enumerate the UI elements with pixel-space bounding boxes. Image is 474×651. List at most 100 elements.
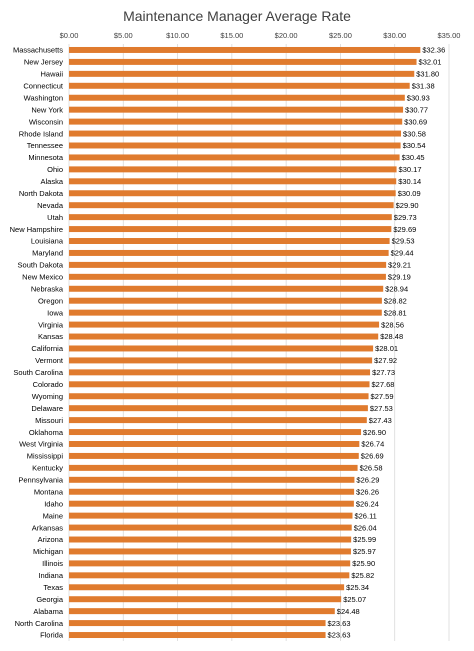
category-label: Delaware [31,404,63,413]
value-label: $26.29 [356,476,379,485]
category-label: New York [31,105,63,114]
value-label: $25.82 [351,571,374,580]
bar [69,584,345,591]
bar [69,452,359,459]
bar [69,524,352,531]
category-label: New Jersey [24,58,63,67]
bar [69,620,326,627]
chart-title: Maintenance Manager Average Rate [123,8,351,24]
bar [69,560,351,567]
bar [69,70,415,77]
bar [69,596,342,603]
bar [69,441,360,447]
value-label: $27.92 [374,356,397,365]
value-label: $30.69 [404,117,427,126]
x-tick-label: $30.00 [383,31,406,40]
value-label: $30.77 [405,105,428,114]
value-label: $28.82 [384,296,407,305]
value-label: $29.53 [392,237,415,246]
category-label: Nebraska [31,284,64,293]
bar [69,226,392,233]
x-tick-label: $35.00 [438,31,461,40]
value-label: $32.36 [422,46,445,55]
value-label: $30.09 [398,189,421,198]
category-label: Virginia [38,320,64,329]
category-label: Colorado [33,380,63,389]
value-label: $30.93 [407,93,430,102]
bar [69,214,392,221]
category-label: Connecticut [23,81,64,90]
bar [69,142,401,149]
value-label: $26.26 [356,487,379,496]
value-label: $23.63 [328,619,351,628]
category-label: Utah [47,213,63,222]
x-tick-label: $20.00 [275,31,298,40]
bar [69,309,382,316]
value-label: $26.24 [356,499,379,508]
value-label: $25.99 [353,535,376,544]
bar [69,249,389,256]
bar [69,154,400,161]
bar [69,488,355,495]
bar [69,106,404,113]
category-label: Michigan [33,547,63,556]
bar [69,357,373,364]
x-tick-label: $15.00 [220,31,243,40]
bar [69,608,335,615]
category-label: Arkansas [32,523,64,532]
category-label: Texas [43,583,63,592]
category-label: Ohio [47,165,63,174]
bar [69,297,382,304]
value-label: $28.01 [375,344,398,353]
category-label: California [31,344,64,353]
bar [69,632,326,639]
category-labels: Massachusetts New Jersey Hawaii Connecticut… [10,46,64,640]
value-label: $25.34 [346,583,369,592]
bar [69,572,350,579]
value-label: $26.90 [363,428,386,437]
category-label: Louisiana [31,237,64,246]
value-label: $28.81 [384,308,407,317]
category-label: Iowa [47,308,64,317]
category-label: Idaho [44,499,63,508]
category-label: Oregon [38,296,63,305]
bar [69,46,421,53]
bar [69,58,417,65]
value-label: $27.53 [370,404,393,413]
value-label: $26.74 [361,440,384,449]
value-label: $30.54 [403,141,426,150]
category-label: Missouri [35,416,63,425]
x-tick-label: $10.00 [166,31,189,40]
category-label: Illinois [42,559,63,568]
bar [69,429,362,436]
bar [69,178,397,185]
value-label: $26.11 [354,511,376,520]
value-label: $31.38 [412,81,435,90]
value-label: $29.19 [388,273,411,282]
bar [69,118,403,125]
bar [69,476,355,483]
category-label: Kansas [38,332,63,341]
category-label: Maine [43,511,63,520]
value-label: $30.45 [402,153,425,162]
category-label: Florida [40,631,64,640]
bar [69,381,370,388]
bar [69,82,410,89]
bar [69,417,367,424]
value-label: $25.97 [353,547,376,556]
x-axis-ticks: $0.00 $5.00 $10.00 $15.00 $20.00 $25.00 $30.00… [60,31,461,40]
category-label: Nevada [37,201,64,210]
category-label: New Hampshire [10,225,63,234]
value-label: $25.07 [343,595,366,604]
category-label: Vermont [35,356,64,365]
category-label: North Carolina [15,619,64,628]
category-label: Maryland [32,249,63,258]
category-label: Washington [24,93,63,102]
category-label: Arizona [38,535,64,544]
x-tick-label: $25.00 [329,31,352,40]
bar [69,512,353,519]
bar [69,190,396,197]
value-labels: $32.36 $32.01 $31.80 $31.38 $30.93 $30.77 $30.… [328,46,446,640]
value-label: $29.69 [393,225,416,234]
